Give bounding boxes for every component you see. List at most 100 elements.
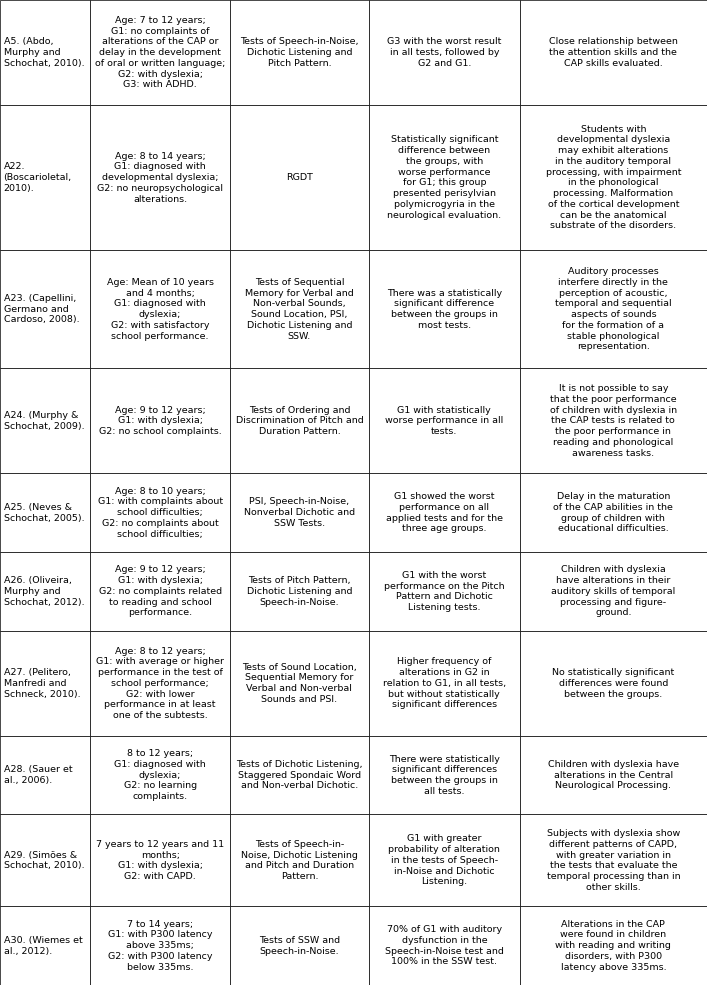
Text: Students with
developmental dyslexia
may exhibit alterations
in the auditory tem: Students with developmental dyslexia may…: [546, 125, 681, 230]
Text: Age: 8 to 10 years;
G1: with complaints about
school difficulties;
G2: no compla: Age: 8 to 10 years; G1: with complaints …: [98, 487, 223, 539]
Bar: [0, 0, 90, 105]
Text: 7 years to 12 years and 11
months;
G1: with dyslexia;
G2: with CAPD.: 7 years to 12 years and 11 months; G1: w…: [96, 840, 224, 881]
Bar: [90, 552, 230, 630]
Text: Alterations in the CAP
were found in children
with reading and writing
disorders: Alterations in the CAP were found in chi…: [556, 920, 671, 971]
Text: Tests of Speech-in-
Noise, Dichotic Listening
and Pitch and Duration
Pattern.: Tests of Speech-in- Noise, Dichotic List…: [241, 840, 358, 881]
Bar: [520, 105, 707, 250]
Text: A26. (Oliveira,
Murphy and
Schochat, 2012).: A26. (Oliveira, Murphy and Schochat, 201…: [4, 576, 84, 607]
Bar: [0, 906, 90, 985]
Text: A28. (Sauer et
al., 2006).: A28. (Sauer et al., 2006).: [4, 765, 72, 785]
Bar: [90, 474, 230, 552]
Text: It is not possible to say
that the poor performance
of children with dyslexia in: It is not possible to say that the poor …: [550, 384, 677, 458]
Text: Age: 9 to 12 years;
G1: with dyslexia;
G2: no school complaints.: Age: 9 to 12 years; G1: with dyslexia; G…: [99, 406, 221, 436]
Bar: [369, 815, 520, 906]
Text: G1 with statistically
worse performance in all
tests.: G1 with statistically worse performance …: [385, 406, 503, 436]
Bar: [230, 630, 369, 736]
Text: 7 to 14 years;
G1: with P300 latency
above 335ms;
G2: with P300 latency
below 33: 7 to 14 years; G1: with P300 latency abo…: [108, 920, 212, 971]
Text: Tests of Sequential
Memory for Verbal and
Non-verbal Sounds,
Sound Location, PSI: Tests of Sequential Memory for Verbal an…: [245, 278, 354, 341]
Text: A24. (Murphy &
Schochat, 2009).: A24. (Murphy & Schochat, 2009).: [4, 411, 84, 430]
Text: Close relationship between
the attention skills and the
CAP skills evaluated.: Close relationship between the attention…: [549, 37, 678, 68]
Bar: [90, 368, 230, 474]
Text: Children with dyslexia
have alterations in their
auditory skills of temporal
pro: Children with dyslexia have alterations …: [551, 565, 675, 618]
Text: Auditory processes
interfere directly in the
perception of acoustic,
temporal an: Auditory processes interfere directly in…: [555, 267, 672, 352]
Bar: [520, 630, 707, 736]
Text: Age: 8 to 14 years;
G1: diagnosed with
developmental dyslexia;
G2: no neuropsych: Age: 8 to 14 years; G1: diagnosed with d…: [97, 152, 223, 204]
Text: G3 with the worst result
in all tests, followed by
G2 and G1.: G3 with the worst result in all tests, f…: [387, 37, 501, 68]
Text: RGDT: RGDT: [286, 173, 313, 182]
Text: A23. (Capellini,
Germano and
Cardoso, 2008).: A23. (Capellini, Germano and Cardoso, 20…: [4, 294, 79, 324]
Text: A29. (Simões &
Schochat, 2010).: A29. (Simões & Schochat, 2010).: [4, 850, 84, 871]
Text: PSI, Speech-in-Noise,
Nonverbal Dichotic and
SSW Tests.: PSI, Speech-in-Noise, Nonverbal Dichotic…: [244, 497, 355, 528]
Bar: [0, 815, 90, 906]
Text: A25. (Neves &
Schochat, 2005).: A25. (Neves & Schochat, 2005).: [4, 503, 84, 523]
Text: Tests of Sound Location,
Sequential Memory for
Verbal and Non-verbal
Sounds and : Tests of Sound Location, Sequential Memo…: [242, 663, 357, 704]
Bar: [369, 105, 520, 250]
Text: A22.
(Boscarioletal,
2010).: A22. (Boscarioletal, 2010).: [4, 163, 71, 193]
Text: Age: 7 to 12 years;
G1: no complaints of
alterations of the CAP or
delay in the : Age: 7 to 12 years; G1: no complaints of…: [95, 16, 226, 90]
Text: Higher frequency of
alterations in G2 in
relation to G1, in all tests,
but witho: Higher frequency of alterations in G2 in…: [382, 657, 506, 709]
Bar: [369, 736, 520, 815]
Bar: [369, 630, 520, 736]
Text: Tests of Ordering and
Discrimination of Pitch and
Duration Pattern.: Tests of Ordering and Discrimination of …: [235, 406, 363, 436]
Bar: [520, 552, 707, 630]
Text: G1 with the worst
performance on the Pitch
Pattern and Dichotic
Listening tests.: G1 with the worst performance on the Pit…: [384, 570, 505, 612]
Bar: [230, 0, 369, 105]
Bar: [0, 105, 90, 250]
Text: 8 to 12 years;
G1: diagnosed with
dyslexia;
G2: no learning
complaints.: 8 to 12 years; G1: diagnosed with dyslex…: [115, 750, 206, 801]
Bar: [230, 906, 369, 985]
Text: Tests of Pitch Pattern,
Dichotic Listening and
Speech-in-Noise.: Tests of Pitch Pattern, Dichotic Listeni…: [247, 576, 352, 607]
Text: There were statistically
significant differences
between the groups in
all tests: There were statistically significant dif…: [389, 755, 500, 796]
Text: A27. (Pelitero,
Manfredi and
Schneck, 2010).: A27. (Pelitero, Manfredi and Schneck, 20…: [4, 668, 80, 698]
Bar: [520, 736, 707, 815]
Text: A5. (Abdo,
Murphy and
Schochat, 2010).: A5. (Abdo, Murphy and Schochat, 2010).: [4, 37, 84, 68]
Bar: [90, 105, 230, 250]
Text: G1 with greater
probability of alteration
in the tests of Speech-
in-Noise and D: G1 with greater probability of alteratio…: [388, 834, 501, 886]
Bar: [0, 630, 90, 736]
Bar: [230, 250, 369, 368]
Bar: [520, 0, 707, 105]
Bar: [520, 906, 707, 985]
Bar: [230, 474, 369, 552]
Bar: [369, 552, 520, 630]
Bar: [369, 906, 520, 985]
Bar: [369, 250, 520, 368]
Text: Delay in the maturation
of the CAP abilities in the
group of children with
educa: Delay in the maturation of the CAP abili…: [554, 492, 673, 533]
Bar: [230, 105, 369, 250]
Text: Children with dyslexia have
alterations in the Central
Neurological Processing.: Children with dyslexia have alterations …: [548, 759, 679, 790]
Bar: [0, 474, 90, 552]
Bar: [90, 815, 230, 906]
Bar: [90, 0, 230, 105]
Text: G1 showed the worst
performance on all
applied tests and for the
three age group: G1 showed the worst performance on all a…: [386, 492, 503, 533]
Bar: [369, 0, 520, 105]
Bar: [520, 815, 707, 906]
Bar: [230, 552, 369, 630]
Text: Age: Mean of 10 years
and 4 months;
G1: diagnosed with
dyslexia;
G2: with satisf: Age: Mean of 10 years and 4 months; G1: …: [107, 278, 214, 341]
Bar: [90, 250, 230, 368]
Text: Tests of Speech-in-Noise,
Dichotic Listening and
Pitch Pattern.: Tests of Speech-in-Noise, Dichotic Liste…: [240, 37, 358, 68]
Bar: [0, 552, 90, 630]
Bar: [369, 474, 520, 552]
Text: Statistically significant
difference between
the groups, with
worse performance
: Statistically significant difference bet…: [387, 135, 501, 220]
Text: There was a statistically
significant difference
between the groups in
most test: There was a statistically significant di…: [387, 289, 502, 330]
Bar: [230, 736, 369, 815]
Bar: [90, 906, 230, 985]
Text: Subjects with dyslexia show
different patterns of CAPD,
with greater variation i: Subjects with dyslexia show different pa…: [547, 829, 680, 891]
Bar: [520, 474, 707, 552]
Bar: [230, 368, 369, 474]
Bar: [520, 368, 707, 474]
Bar: [0, 250, 90, 368]
Bar: [90, 630, 230, 736]
Bar: [0, 736, 90, 815]
Text: Age: 9 to 12 years;
G1: with dyslexia;
G2: no complaints related
to reading and : Age: 9 to 12 years; G1: with dyslexia; G…: [98, 565, 222, 618]
Bar: [520, 250, 707, 368]
Bar: [0, 368, 90, 474]
Text: 70% of G1 with auditory
dysfunction in the
Speech-in-Noise test and
100% in the : 70% of G1 with auditory dysfunction in t…: [385, 925, 504, 966]
Bar: [230, 815, 369, 906]
Text: Age: 8 to 12 years;
G1: with average or higher
performance in the test of
school: Age: 8 to 12 years; G1: with average or …: [96, 646, 224, 720]
Text: No statistically significant
differences were found
between the groups.: No statistically significant differences…: [552, 668, 674, 698]
Text: Tests of SSW and
Speech-in-Noise.: Tests of SSW and Speech-in-Noise.: [259, 936, 340, 955]
Bar: [90, 736, 230, 815]
Bar: [369, 368, 520, 474]
Text: A30. (Wiemes et
al., 2012).: A30. (Wiemes et al., 2012).: [4, 936, 82, 955]
Text: Tests of Dichotic Listening,
Staggered Spondaic Word
and Non-verbal Dichotic.: Tests of Dichotic Listening, Staggered S…: [236, 759, 363, 790]
